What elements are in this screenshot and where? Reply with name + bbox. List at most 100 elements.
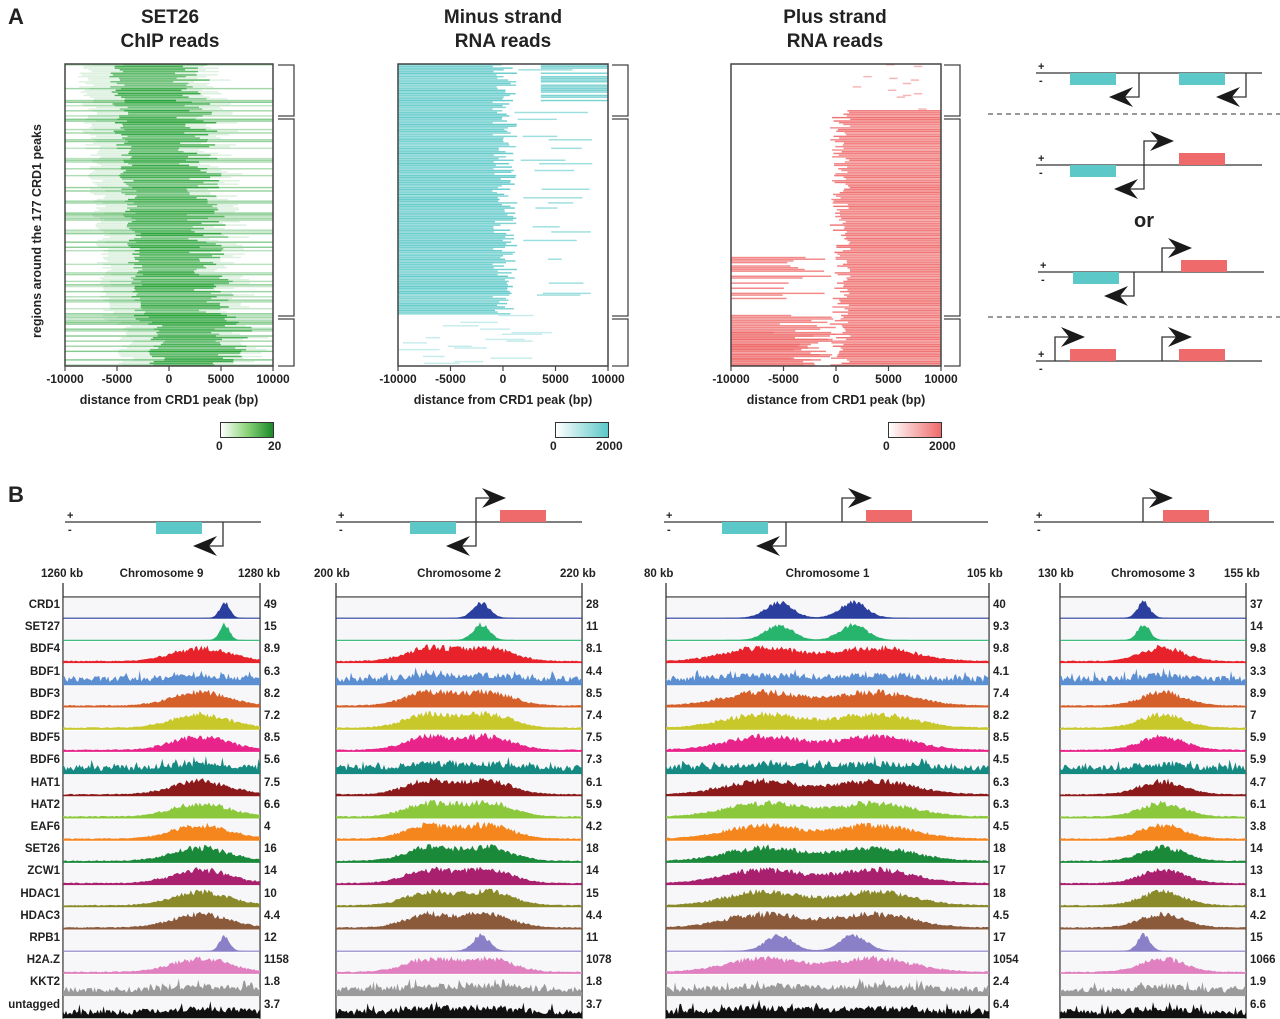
signal-track-bdf6 bbox=[1060, 759, 1246, 774]
heatmap-cell bbox=[206, 171, 228, 173]
heatmap-cell bbox=[119, 338, 151, 341]
track-max-value: 1.9 bbox=[1250, 976, 1266, 989]
heatmap-cell bbox=[214, 210, 236, 213]
heatmap-cell bbox=[398, 296, 493, 298]
heatmap-cell bbox=[90, 137, 123, 139]
heatmap-cell bbox=[96, 222, 128, 225]
plus-gene bbox=[1070, 349, 1116, 361]
heatmap-cell bbox=[831, 342, 941, 344]
heatmap-cell bbox=[834, 174, 941, 177]
heatmap-cell bbox=[841, 325, 941, 327]
heatmap-cell bbox=[65, 118, 273, 121]
heatmap-cell bbox=[153, 345, 247, 347]
heatmap-title-plus: Plus strand RNA reads bbox=[725, 6, 945, 54]
heatmap-cell bbox=[218, 209, 239, 211]
heatmap-cell bbox=[398, 122, 493, 124]
heatmap-cell bbox=[398, 234, 514, 237]
heatmap-cell bbox=[212, 255, 233, 257]
heatmap-cell bbox=[121, 191, 190, 194]
track-max-value: 4.5 bbox=[993, 821, 1009, 833]
panel-a-letter: A bbox=[8, 4, 24, 29]
track-name-label: BDF5 bbox=[29, 732, 60, 745]
track-max-value: 37 bbox=[1250, 599, 1263, 611]
heatmap-cell bbox=[190, 127, 211, 129]
heatmap-cell bbox=[88, 116, 120, 119]
heatmap-cell bbox=[832, 202, 941, 204]
heatmap-cell bbox=[135, 258, 200, 260]
heatmap-cell bbox=[104, 289, 136, 291]
heatmap-cell bbox=[135, 275, 223, 278]
heatmap-cell bbox=[213, 261, 234, 264]
heatmap-cell bbox=[106, 292, 138, 295]
heatmap-cell bbox=[134, 256, 221, 259]
heatmap-cell bbox=[845, 178, 941, 180]
heatmap-cell bbox=[398, 93, 516, 95]
heatmap-cell bbox=[847, 278, 941, 281]
heatmap-cell bbox=[97, 152, 129, 155]
heatmap-cell bbox=[181, 89, 203, 92]
heatmap-cell bbox=[534, 169, 575, 172]
heatmap-cell bbox=[100, 282, 132, 284]
colorbar-max-set26: 20 bbox=[268, 439, 282, 453]
heatmap-cell bbox=[211, 113, 233, 115]
heatmap-cell bbox=[65, 115, 273, 117]
heatmap-cell bbox=[182, 65, 204, 68]
heatmap-cell bbox=[398, 74, 497, 76]
heatmap-cell bbox=[839, 210, 941, 213]
heatmap-cell bbox=[135, 289, 195, 291]
heatmap-cell bbox=[145, 311, 206, 313]
track-name-label: HDAC3 bbox=[20, 909, 60, 922]
x-tick-label: 0 bbox=[832, 372, 840, 386]
track-max-value: 15 bbox=[1250, 932, 1263, 944]
heatmap-cell bbox=[65, 87, 273, 90]
signal-track-hdac1 bbox=[666, 888, 989, 907]
track-max-value: 8.1 bbox=[586, 643, 602, 656]
heatmap-cell bbox=[197, 67, 219, 69]
heatmap-cell bbox=[833, 229, 941, 231]
heatmap-cell bbox=[398, 120, 508, 122]
track-max-value: 3.8 bbox=[1250, 821, 1266, 833]
heatmap-cell bbox=[65, 128, 273, 131]
heatmap-cell bbox=[194, 270, 215, 272]
heatmap-cell bbox=[110, 284, 142, 286]
heatmap-cell bbox=[830, 139, 941, 141]
minus-gene bbox=[722, 522, 768, 534]
heatmap-cell bbox=[164, 340, 216, 342]
heatmap-cell bbox=[398, 253, 513, 255]
track-max-value: 15 bbox=[586, 887, 599, 900]
heatmap-cell bbox=[398, 139, 503, 141]
heatmap-cell bbox=[849, 270, 941, 272]
plus-gene bbox=[1163, 510, 1209, 522]
heatmap-cell bbox=[398, 273, 498, 276]
heatmap-cell bbox=[134, 299, 229, 301]
title-line1: SET26 bbox=[140, 7, 200, 28]
heatmap-cell bbox=[113, 130, 218, 132]
track-max-value: 14 bbox=[264, 865, 277, 878]
heatmap-cell bbox=[136, 195, 217, 197]
heatmap-cell bbox=[133, 340, 165, 342]
signal-track-h2a-z bbox=[336, 955, 582, 974]
heatmap-cell bbox=[520, 159, 566, 161]
heatmap-cell bbox=[122, 345, 154, 347]
signal-track-bdf6 bbox=[336, 756, 582, 774]
heatmap-cell bbox=[836, 246, 941, 249]
heatmap-cell bbox=[124, 142, 181, 144]
x-tick-label: 5000 bbox=[207, 372, 235, 386]
heatmap-cell bbox=[839, 299, 941, 301]
heatmap-cell bbox=[501, 333, 543, 336]
minus-strand-label: - bbox=[1037, 524, 1041, 536]
heatmap-cell bbox=[89, 166, 122, 168]
heatmap-cell bbox=[398, 256, 501, 259]
signal-track-hdac3 bbox=[336, 910, 582, 929]
heatmap-cell bbox=[121, 188, 187, 190]
heatmap-cell bbox=[65, 330, 273, 332]
heatmap-cell bbox=[841, 151, 941, 153]
heatmap-cell bbox=[398, 238, 515, 240]
heatmap-cell bbox=[398, 65, 493, 68]
heatmap-cell bbox=[843, 142, 941, 144]
heatmap-cell bbox=[100, 296, 132, 298]
track-max-value: 4.5 bbox=[993, 754, 1009, 767]
signal-track-zcw1 bbox=[336, 866, 582, 885]
heatmap-cell bbox=[731, 270, 825, 272]
